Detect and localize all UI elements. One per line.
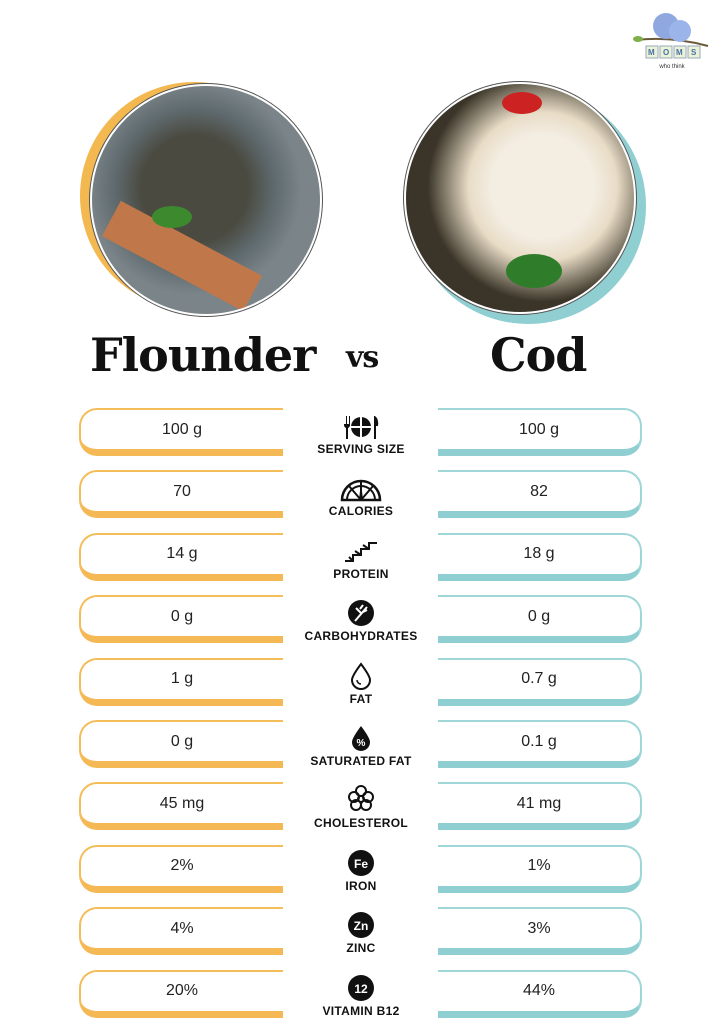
cod-value: 41 mg (438, 782, 642, 831)
cod-value: 18 g (438, 532, 642, 581)
cod-value: 44% (438, 969, 642, 1018)
left-title: Flounder (90, 328, 316, 382)
svg-text:M: M (648, 48, 655, 57)
gauge-icon (290, 472, 432, 502)
right-title: Cod (490, 328, 587, 382)
wheat-icon (290, 597, 432, 627)
molecule-icon (290, 784, 432, 814)
cod-value: 0 g (438, 595, 642, 644)
cod-value: 0.7 g (438, 657, 642, 706)
nutrient-label-9: 12 VITAMIN B12 (290, 972, 432, 1018)
nutrient-name: CARBOHYDRATES (304, 629, 418, 644)
nutrient-label-6: CHOLESTEROL (290, 784, 432, 830)
flounder-value: 20% (79, 969, 283, 1018)
svg-text:O: O (663, 48, 669, 57)
cod-value: 100 g (438, 408, 642, 456)
nutrient-name: SATURATED FAT (310, 754, 412, 768)
nutrient-name: PROTEIN (333, 566, 389, 581)
svg-text:Fe: Fe (354, 857, 368, 871)
nutrient-name: ZINC (346, 941, 376, 956)
nutrient-label-3: CARBOHYDRATES (290, 597, 432, 643)
drop-icon (290, 660, 432, 690)
nutrient-name: IRON (345, 878, 377, 893)
nutrient-name: CALORIES (328, 504, 394, 519)
utensils-plate-icon (290, 410, 432, 440)
svg-text:Zn: Zn (354, 919, 369, 933)
svg-text:%: % (357, 738, 366, 749)
nutrient-label-5: % SATURATED FAT (290, 722, 432, 768)
svg-text:M: M (676, 48, 683, 57)
fe-badge-icon: Fe (290, 847, 432, 877)
flounder-value: 2% (79, 844, 283, 893)
nutrient-label-7: Fe IRON (290, 847, 432, 893)
flounder-value: 4% (79, 907, 283, 956)
nutrient-name: SERVING SIZE (317, 442, 405, 456)
vs-label: vs (346, 340, 379, 375)
flounder-value: 0 g (79, 720, 283, 768)
nutrient-label-0: SERVING SIZE (290, 410, 432, 456)
flounder-value: 45 mg (79, 782, 283, 831)
nutrient-label-4: FAT (290, 660, 432, 706)
cod-value: 3% (438, 907, 642, 956)
cod-value: 0.1 g (438, 720, 642, 768)
flounder-value: 100 g (79, 408, 283, 456)
nutrient-label-8: Zn ZINC (290, 909, 432, 955)
zn-badge-icon: Zn (290, 909, 432, 939)
flounder-value: 1 g (79, 657, 283, 706)
flounder-value: 0 g (79, 595, 283, 644)
flounder-value: 14 g (79, 532, 283, 581)
b12-badge-icon: 12 (290, 972, 432, 1002)
nutrient-name: CHOLESTEROL (314, 816, 408, 831)
percent-drop-icon: % (290, 722, 432, 752)
nutrient-name: VITAMIN B12 (322, 1003, 400, 1018)
cod-value: 82 (438, 470, 642, 519)
moms-who-think-logo: M O M S who think (633, 13, 709, 70)
cod-value: 1% (438, 844, 642, 893)
nutrient-label-1: CALORIES (290, 472, 432, 518)
nutrient-label-2: PROTEIN (290, 535, 432, 581)
nutrient-name: FAT (349, 691, 373, 706)
svg-text:who think: who think (658, 64, 685, 70)
protein-chain-icon (290, 535, 432, 565)
svg-text:S: S (691, 48, 697, 57)
svg-text:12: 12 (354, 982, 368, 996)
flounder-value: 70 (79, 470, 283, 519)
